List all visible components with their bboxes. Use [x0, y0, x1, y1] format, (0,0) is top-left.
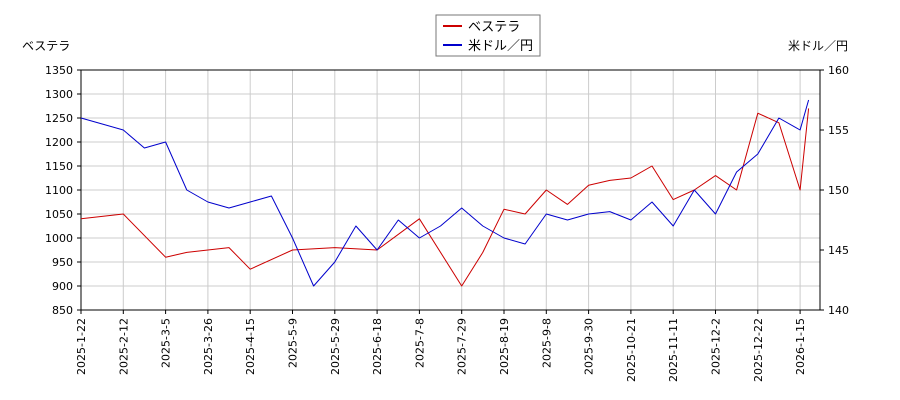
x-axis: 2025-1-22 2025-2-12 2025-3-5 2025-3-26 2025-… — [75, 310, 807, 382]
series-layer — [80, 99, 810, 287]
legend-label-series-1: ベステラ — [468, 20, 520, 35]
left-tick-label-3: 1000 — [45, 232, 73, 245]
x-tick-label-17: 2026-1-15 — [794, 318, 807, 375]
x-tick-label-9: 2025-7-29 — [456, 318, 469, 375]
x-tick-label-13: 2025-10-21 — [625, 318, 638, 382]
right-tick-label-3: 155 — [828, 124, 849, 137]
x-tick-label-5: 2025-5-9 — [287, 318, 300, 368]
legend-label-series-2: 米ドル／円 — [468, 39, 533, 54]
left-tick-label-2: 950 — [52, 256, 73, 269]
grid — [80, 69, 820, 311]
right-axis-title: 米ドル／円 — [788, 39, 848, 53]
x-tick-label-8: 2025-7-8 — [413, 318, 426, 368]
x-tick-label-0: 2025-1-22 — [75, 318, 88, 375]
x-tick-label-11: 2025-9-8 — [540, 318, 553, 368]
left-tick-label-1: 900 — [52, 280, 73, 293]
x-tick-label-10: 2025-8-19 — [498, 318, 511, 375]
left-tick-label-8: 1250 — [45, 112, 73, 125]
left-tick-label-7: 1200 — [45, 136, 73, 149]
legend: ベステラ 米ドル／円 — [435, 14, 541, 57]
right-tick-label-2: 150 — [828, 184, 849, 197]
legend-box — [435, 14, 541, 57]
x-tick-label-14: 2025-11-11 — [667, 318, 680, 382]
x-tick-label-3: 2025-3-26 — [202, 318, 215, 375]
left-axis: 850 900 950 1000 1050 1100 1150 1200 1250 1300 135… — [45, 64, 81, 317]
left-tick-label-6: 1150 — [45, 160, 73, 173]
x-tick-label-15: 2025-12-2 — [710, 318, 723, 375]
right-tick-label-0: 140 — [828, 304, 849, 317]
left-tick-label-0: 850 — [52, 304, 73, 317]
x-tick-label-16: 2025-12-22 — [752, 318, 765, 382]
left-tick-label-4: 1050 — [45, 208, 73, 221]
left-axis-title: ベステラ — [22, 39, 70, 53]
left-tick-label-5: 1100 — [45, 184, 73, 197]
x-tick-label-4: 2025-4-15 — [244, 318, 257, 375]
x-tick-label-7: 2025-6-18 — [371, 318, 384, 375]
left-tick-label-9: 1300 — [45, 88, 73, 101]
left-tick-label-10: 1350 — [45, 64, 73, 77]
right-tick-label-1: 145 — [828, 244, 849, 257]
series-line-1 — [80, 108, 810, 287]
x-tick-label-12: 2025-9-30 — [583, 318, 596, 375]
x-tick-label-6: 2025-5-29 — [329, 318, 342, 375]
series-line-2 — [80, 99, 810, 287]
x-tick-label-2: 2025-3-5 — [160, 318, 173, 368]
right-axis: 140 145 150 155 160 — [820, 64, 849, 317]
x-tick-label-1: 2025-2-12 — [117, 318, 130, 375]
right-tick-label-4: 160 — [828, 64, 849, 77]
